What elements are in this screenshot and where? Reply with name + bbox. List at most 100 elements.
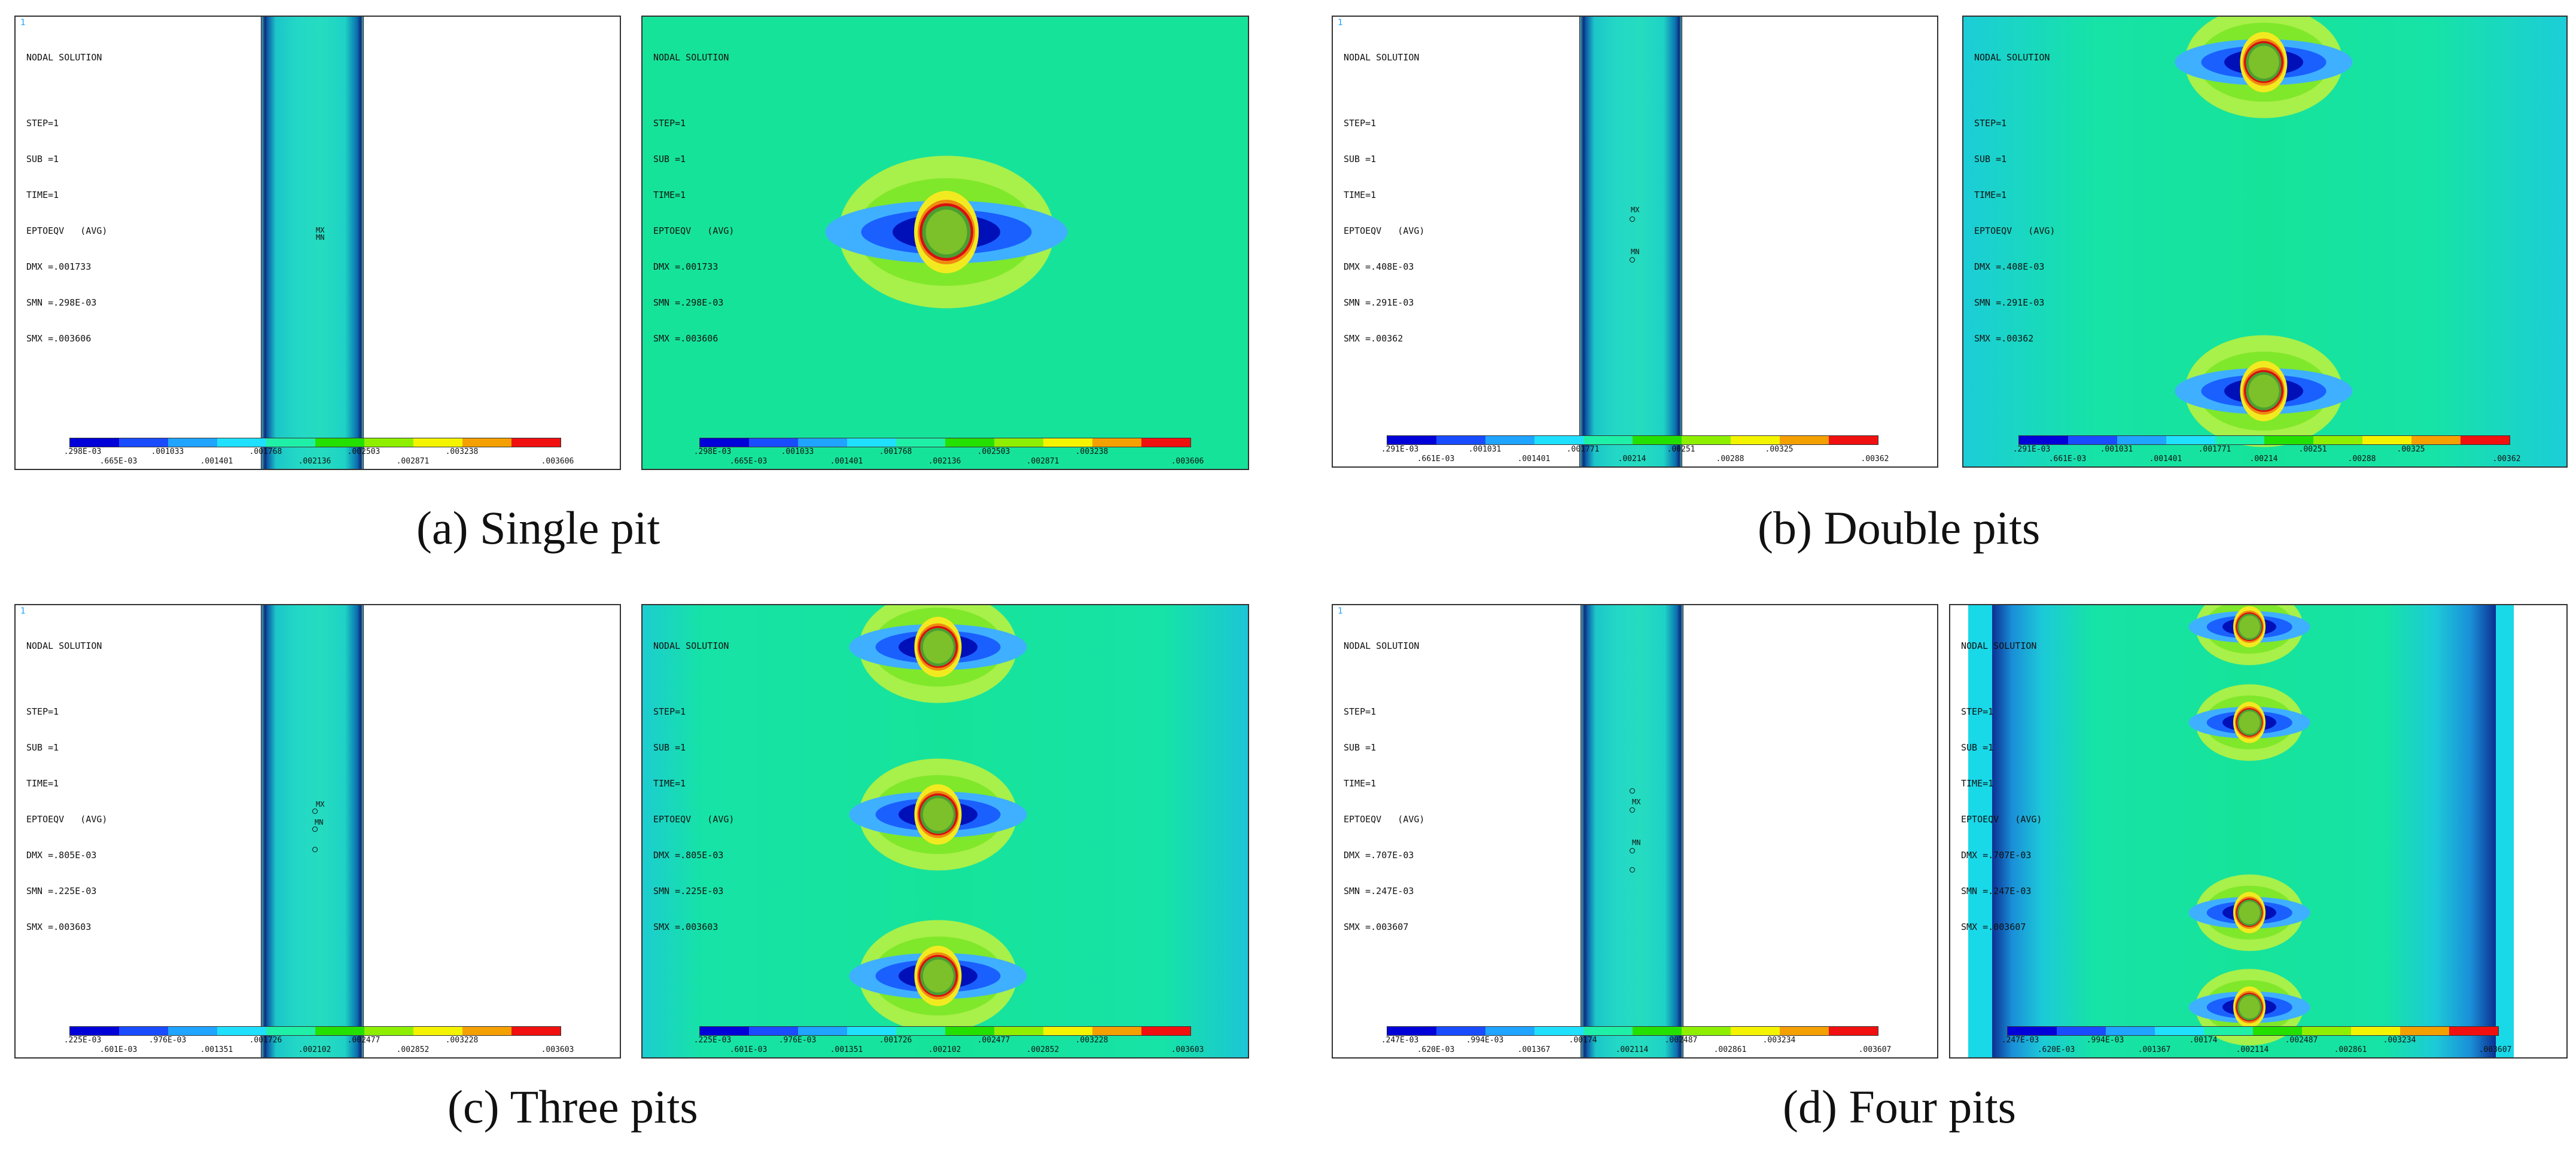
- legend-tick-label: .00214: [1618, 455, 1646, 463]
- info-title: NODAL SOLUTION: [1974, 52, 2050, 63]
- solution-info: NODAL SOLUTION STEP=1 SUB =1 TIME=1 EPTO…: [1961, 616, 2042, 957]
- case-b-detail-panel: NODAL SOLUTION STEP=1 SUB =1 TIME=1 EPTO…: [1962, 16, 2568, 468]
- legend-swatch: [1485, 436, 1534, 444]
- legend-swatch: [945, 1027, 994, 1035]
- info-sub: SUB =1: [26, 154, 59, 164]
- legend-tick-label: .001768: [249, 447, 282, 456]
- window-index: 1: [1338, 606, 1343, 616]
- legend-tick-label: .620E-03: [2037, 1045, 2075, 1054]
- legend-tick-label: .003606: [541, 457, 574, 466]
- legend-swatch: [1534, 1027, 1584, 1035]
- info-smn: SMN =.225E-03: [653, 886, 724, 896]
- legend-swatch: [2008, 1027, 2057, 1035]
- legend-tick-label: .002136: [928, 457, 961, 466]
- info-quantity: EPTOEQV (AVG): [26, 225, 108, 236]
- legend-swatch: [1731, 436, 1780, 444]
- case-c-detail-panel: NODAL SOLUTION STEP=1 SUB =1 TIME=1 EPTO…: [641, 604, 1249, 1059]
- info-title: NODAL SOLUTION: [1344, 52, 1420, 63]
- case-b-overview-panel: 1 NODAL SOLUTION STEP=1 SUB =1 TIME=1 EP…: [1332, 16, 1938, 468]
- info-smx: SMX =.003603: [26, 922, 92, 932]
- legend-tick-label: .003228: [445, 1036, 479, 1045]
- legend-tick-label: .001031: [2100, 445, 2133, 454]
- legend-tick-label: .002503: [977, 447, 1010, 456]
- legend-swatch: [1633, 1027, 1682, 1035]
- legend-swatch: [1485, 1027, 1534, 1035]
- legend-swatch: [2019, 436, 2068, 444]
- info-smx: SMX =.00362: [1974, 333, 2034, 344]
- legend-swatch: [1387, 1027, 1436, 1035]
- pit-node-marker: [312, 826, 318, 832]
- legend-tick-label: .002477: [347, 1036, 380, 1045]
- legend-swatch: [462, 1027, 511, 1035]
- legend-tick-label: .001033: [151, 447, 184, 456]
- info-quantity: EPTOEQV (AVG): [26, 814, 108, 825]
- legend-swatch: [1633, 436, 1682, 444]
- info-smn: SMN =.225E-03: [26, 886, 97, 896]
- legend-swatch: [798, 1027, 847, 1035]
- legend-swatch: [2400, 1027, 2449, 1035]
- legend-swatch: [1780, 1027, 1829, 1035]
- contour-ring: [925, 209, 967, 255]
- legend-swatch: [1043, 1027, 1092, 1035]
- pit-node-marker: [1630, 257, 1635, 263]
- legend-tick-label: .002861: [1713, 1045, 1747, 1054]
- legend-swatch: [511, 1027, 561, 1035]
- info-time: TIME=1: [1344, 190, 1377, 200]
- contour-ring: [922, 959, 954, 993]
- legend-swatch: [700, 1027, 749, 1035]
- pit-node-marker: [1630, 216, 1635, 222]
- caption-double-pits: (b) Double pits: [1758, 502, 2041, 554]
- mx-marker: MX: [316, 226, 325, 234]
- info-step: STEP=1: [653, 706, 686, 717]
- legend-swatch: [217, 1027, 266, 1035]
- legend-tick-label: .002477: [977, 1036, 1010, 1045]
- legend-tick-label: .00288: [1716, 455, 1744, 463]
- caption-four-pits: (d) Four pits: [1783, 1081, 2016, 1133]
- solution-info: NODAL SOLUTION STEP=1 SUB =1 TIME=1 EPTO…: [26, 616, 107, 957]
- legend-swatch: [2313, 436, 2362, 444]
- legend-tick-label: .001401: [830, 457, 863, 466]
- legend-swatch: [896, 438, 945, 447]
- solution-info: NODAL SOLUTION STEP=1 SUB =1 TIME=1 EPTO…: [26, 28, 107, 368]
- info-smx: SMX =.003606: [26, 333, 92, 344]
- legend-tick-label: .001351: [830, 1045, 863, 1054]
- legend-tick-label: .002503: [347, 447, 380, 456]
- legend-tick-label: .003228: [1075, 1036, 1109, 1045]
- legend-swatch: [994, 1027, 1043, 1035]
- legend-tick-label: .002861: [2334, 1045, 2367, 1054]
- legend-tick-label: .003607: [1858, 1045, 1892, 1054]
- pipe-cylinder: [261, 17, 364, 469]
- legend-tick-label: .994E-03: [2086, 1036, 2124, 1045]
- legend-tick-label: .003607: [2478, 1045, 2512, 1054]
- info-sub: SUB =1: [1344, 154, 1377, 164]
- legend-tick-label: .002852: [1026, 1045, 1059, 1054]
- legend-tick-label: .00251: [1667, 445, 1695, 454]
- legend-tick-label: .00325: [1765, 445, 1794, 454]
- legend-swatch: [315, 438, 364, 447]
- legend-tick-label: .994E-03: [1466, 1036, 1504, 1045]
- legend-swatch: [168, 1027, 217, 1035]
- legend-tick-label: .003603: [541, 1045, 574, 1054]
- legend-swatch: [2155, 1027, 2204, 1035]
- contour-ring: [2248, 374, 2279, 408]
- pit-node-marker: [1630, 867, 1635, 873]
- info-title: NODAL SOLUTION: [653, 640, 729, 651]
- info-title: NODAL SOLUTION: [26, 52, 102, 63]
- legend-swatch: [217, 438, 266, 447]
- legend-swatch: [2351, 1027, 2400, 1035]
- legend-swatch: [2253, 1027, 2302, 1035]
- legend-swatch: [700, 438, 749, 447]
- info-sub: SUB =1: [653, 742, 686, 753]
- pit-node-marker: [1630, 848, 1635, 853]
- color-legend: [2007, 1026, 2499, 1036]
- pit-node-marker: [1630, 807, 1635, 813]
- contour-ring: [2239, 996, 2260, 1018]
- legend-swatch: [2117, 436, 2166, 444]
- contour-ring: [922, 630, 954, 664]
- legend-swatch: [266, 1027, 315, 1035]
- info-step: STEP=1: [1974, 118, 2007, 129]
- legend-tick-label: .247E-03: [1381, 1036, 1419, 1045]
- info-time: TIME=1: [26, 190, 59, 200]
- legend-tick-label: .001726: [879, 1036, 912, 1045]
- window-index: 1: [1338, 18, 1343, 28]
